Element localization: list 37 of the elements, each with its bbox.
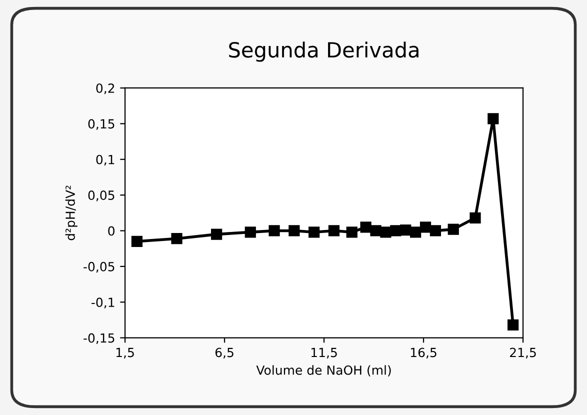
point [288, 225, 300, 236]
point [488, 113, 499, 124]
point [410, 226, 422, 238]
chart-title: Segunda Derivada [229, 42, 418, 62]
y-tick-label: -0,1 [92, 298, 114, 308]
point [268, 225, 280, 236]
point [420, 222, 432, 233]
x-tick-label: 21,5 [510, 348, 536, 358]
x-axis-title: Volume de NaOH (ml) [256, 365, 391, 376]
y-tick-label: 0,1 [96, 154, 114, 166]
point [430, 225, 442, 236]
x-tick-label: 1,5 [116, 348, 134, 358]
point [244, 226, 256, 238]
y-tick-label: -0,15 [84, 333, 114, 344]
x-tick-label: 11,5 [311, 348, 337, 358]
y-tick-label: 0,2 [96, 83, 114, 94]
x-tick-label: 16,5 [410, 348, 436, 358]
point [380, 226, 392, 238]
point [390, 225, 402, 236]
point [400, 224, 412, 236]
point [131, 236, 143, 248]
point [171, 233, 182, 244]
point [211, 228, 222, 240]
y-tick-label: 0,05 [88, 190, 114, 202]
y-tick-label: 0,15 [88, 119, 114, 130]
point [308, 226, 320, 238]
point [360, 222, 372, 233]
point [470, 212, 481, 224]
point [328, 225, 340, 236]
point [346, 226, 358, 238]
point [448, 224, 459, 235]
y-tick-label: -0,05 [84, 262, 114, 273]
y-axis-title: d²pH/dV² [65, 186, 78, 240]
point [370, 225, 382, 236]
y-tick-label: 0 [108, 226, 114, 236]
point [508, 319, 519, 331]
x-tick-label: 6,5 [215, 348, 234, 358]
